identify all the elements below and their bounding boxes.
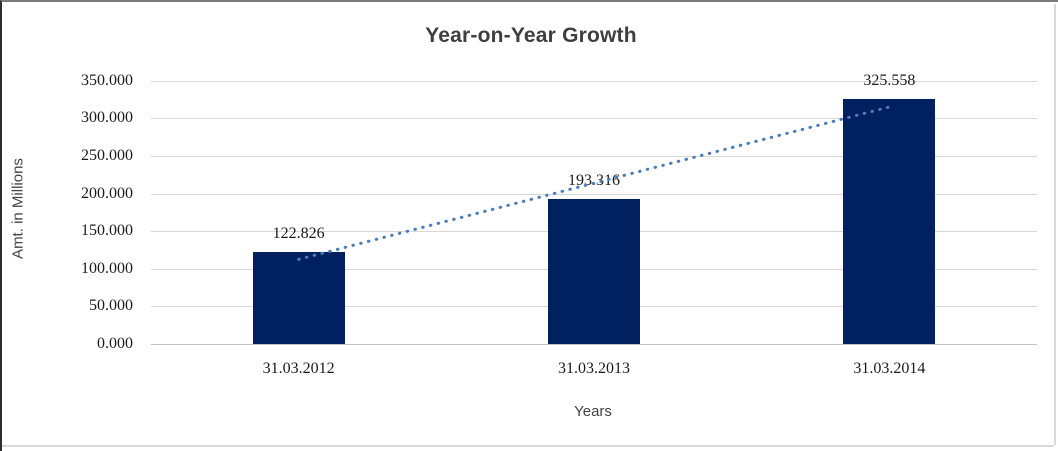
- chart-border-right: [1054, 4, 1056, 445]
- chart-title: Year-on-Year Growth: [425, 24, 637, 47]
- y-tick-label: 150.000: [81, 222, 133, 240]
- bar-31.03.2012: [252, 251, 345, 344]
- bar-value-label: 193.316: [568, 171, 620, 189]
- x-axis-title: Years: [574, 403, 612, 420]
- y-tick-label: 250.000: [81, 147, 133, 164]
- bar-31.03.2014: [843, 99, 936, 344]
- bar-value-label: 325.558: [863, 72, 916, 90]
- y-tick-label: 100.000: [81, 259, 133, 277]
- x-category-label: 31.03.2013: [558, 360, 630, 377]
- x-axis-line: [151, 344, 1037, 345]
- gridline: [151, 80, 1037, 82]
- y-tick-label: 300.000: [81, 109, 133, 127]
- y-tick-label: 0.000: [97, 335, 133, 352]
- bar-31.03.2013: [548, 198, 640, 344]
- bar-value-label: 122.826: [272, 224, 325, 242]
- y-tick-label: 50.000: [89, 297, 133, 315]
- y-tick-label: 350.000: [81, 71, 133, 89]
- chart-border-bottom: [2, 445, 1054, 447]
- x-category-label: 31.03.2012: [262, 360, 335, 377]
- x-category-label: 31.03.2014: [853, 360, 926, 377]
- y-tick-label: 200.000: [81, 184, 133, 202]
